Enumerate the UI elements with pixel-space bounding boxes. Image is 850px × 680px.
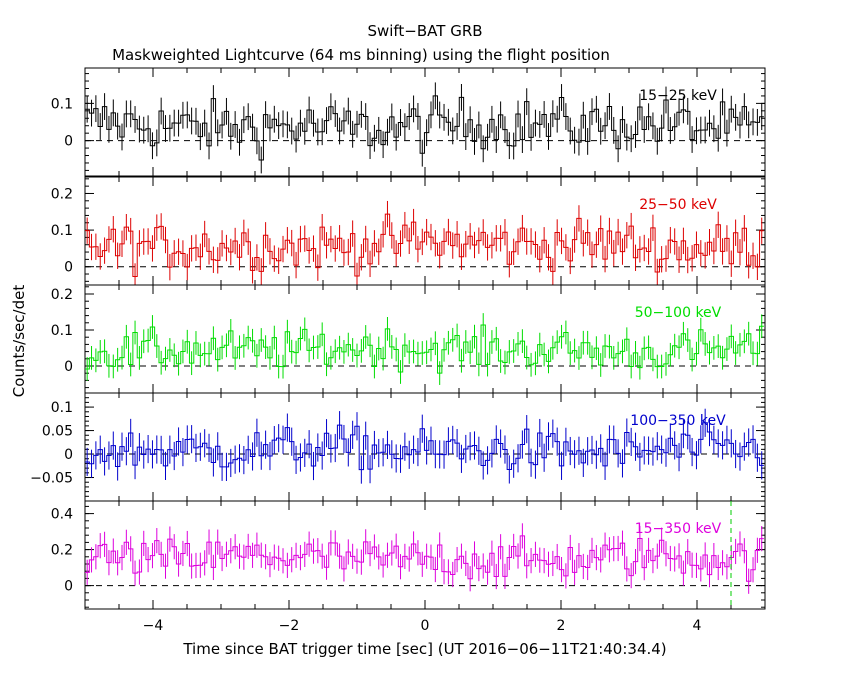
error-bars [86,313,763,385]
panel-5: 0 0.2 0.4 15−350 keV −4 −2 0 2 4 [51,500,766,634]
y-tick-label: 0 [64,260,73,276]
panel-4: −0.05 0 0.05 0.1 100−350 keV [30,392,766,502]
chart-subtitle: Maskweighted Lightcurve (64 ms binning) … [112,46,610,64]
panel-3: 0 0.1 0.2 50−100 keV [51,284,766,394]
panel-1: 0 0.1 15−25 keV [51,67,766,177]
panels-group: 0 0.1 15−25 keV 0 0.1 0.2 25−50 keV 0 0.1 0.2 50−1… [30,67,766,634]
y-tick-label: 0.4 [51,507,73,523]
band-label: 15−25 keV [639,88,717,104]
y-tick-label: 0.2 [51,186,73,202]
y-axis-label: Counts/sec/det [10,285,28,398]
panel-2: 0 0.1 0.2 25−50 keV [51,176,766,286]
series-line [85,324,764,374]
y-tick-label: 0.2 [51,543,73,559]
y-tick-label: 0 [64,359,73,375]
x-tick-label: 0 [421,618,430,634]
error-bars [86,200,763,285]
series-line [85,213,764,277]
x-tick-label: −4 [143,618,164,634]
x-tick-label: 2 [557,618,566,634]
band-label: 100−350 keV [630,413,726,429]
y-tick-label: 0.05 [42,424,73,440]
y-tick-label: 0.2 [51,287,73,303]
x-tick-label: 4 [693,618,702,634]
x-axis-label: Time since BAT trigger time [sec] (UT 20… [182,640,666,658]
series-line [85,422,764,471]
y-tick-label: −0.05 [30,471,73,487]
x-tick-label: −2 [279,618,300,634]
y-tick-label: 0.1 [51,96,73,112]
band-label: 50−100 keV [635,305,722,321]
y-tick-label: 0.1 [51,400,73,416]
series-line [85,535,764,582]
y-tick-label: 0.1 [51,223,73,239]
band-label: 15−350 keV [635,521,722,537]
y-tick-label: 0 [64,134,73,150]
band-label: 25−50 keV [639,197,717,213]
chart-title: Swift−BAT GRB [367,22,482,40]
series-line [85,95,764,161]
y-tick-label: 0.1 [51,323,73,339]
y-tick-label: 0 [64,579,73,595]
y-tick-label: 0 [64,447,73,463]
